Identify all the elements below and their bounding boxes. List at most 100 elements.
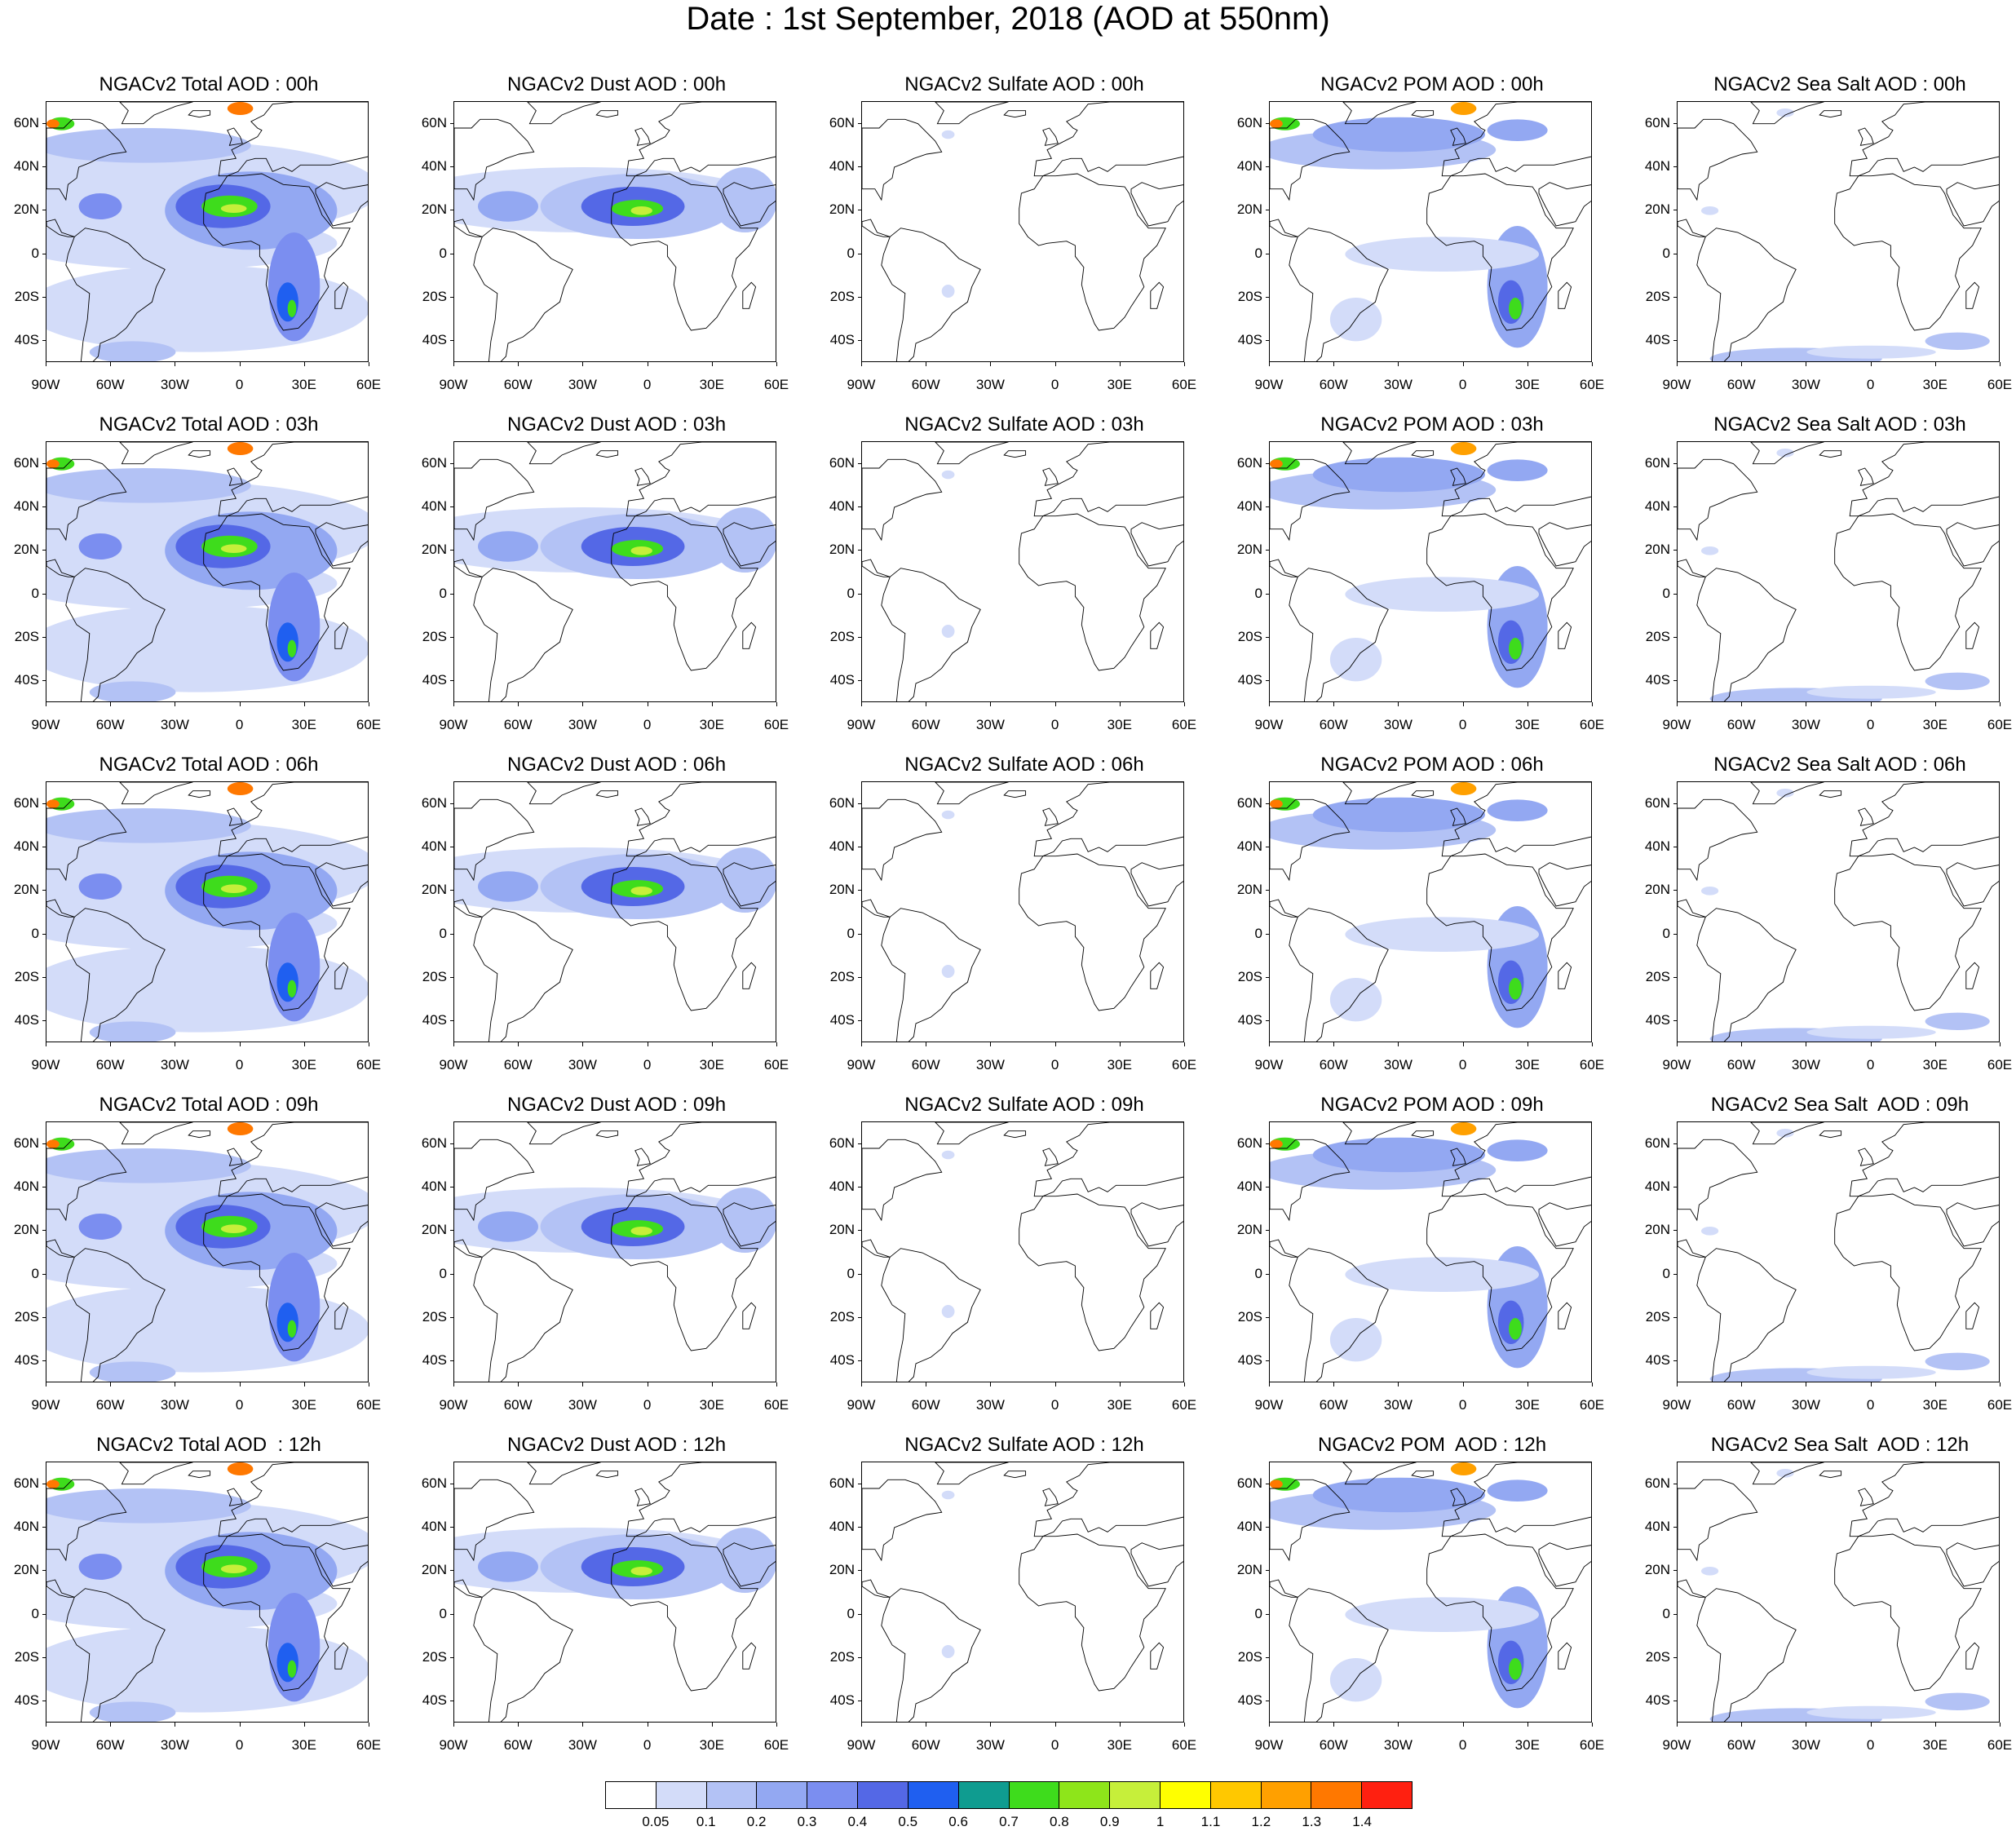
lat-tick — [42, 166, 46, 167]
lat-tick — [42, 890, 46, 891]
aod-contour-region — [1450, 1122, 1477, 1135]
lat-tick-label: 40S — [14, 672, 39, 688]
lat-tick-label: 40S — [829, 1012, 855, 1028]
coastline-centralAmerica — [862, 219, 891, 237]
coastline-europe — [1441, 442, 1591, 517]
lat-tick — [1266, 297, 1269, 298]
aod-contour-region — [78, 1214, 122, 1240]
lon-tick-label: 60W — [911, 717, 940, 732]
lat-tick-label: 20N — [1644, 542, 1670, 558]
lat-tick — [858, 1570, 861, 1572]
coastline-africa — [1426, 853, 1574, 1011]
aod-contour-region — [941, 965, 955, 978]
coastline-centralAmerica — [46, 559, 75, 577]
aod-contour-region — [46, 1479, 60, 1488]
lat-tick — [450, 1570, 453, 1572]
coastline-africa — [1019, 173, 1166, 331]
lon-tick-label: 30E — [1514, 1397, 1540, 1413]
lat-tick-label: 20S — [1645, 1649, 1670, 1665]
panel-title: NGACv2 Dust AOD : 12h — [506, 1434, 727, 1456]
lat-tick-label: 60N — [13, 1475, 39, 1491]
map-svg — [862, 102, 1183, 361]
lon-tick-label: 60W — [95, 1057, 125, 1073]
lon-tick-label: 60E — [1987, 1057, 2013, 1073]
lon-tick-label: 90W — [31, 717, 60, 732]
lat-tick — [1673, 933, 1677, 935]
coastline-northAmerica — [454, 1139, 535, 1222]
coastline-centralAmerica — [454, 219, 483, 237]
map-panel-total-0: NGACv2 Total AOD : 00h 60N 40N 20N 0 20S 40S 90… — [0, 73, 408, 408]
aerosol-field — [46, 1122, 368, 1382]
coastline-britain — [634, 1148, 651, 1166]
lon-tick-label: 30W — [1383, 1397, 1413, 1413]
lon-tick — [1741, 1382, 1743, 1387]
aod-contour-region — [1806, 345, 1936, 359]
aerosol-field — [46, 442, 368, 701]
aod-contour-region — [630, 1567, 652, 1576]
map-frame — [46, 1121, 369, 1382]
coastline-madagascar — [334, 1642, 349, 1670]
aod-contour-region — [78, 873, 122, 900]
lat-tick — [1266, 680, 1269, 682]
aod-contour-region — [220, 1224, 247, 1233]
lon-tick-label: 0 — [1458, 377, 1467, 392]
coastline-britain — [1450, 1148, 1466, 1166]
aerosol-field — [46, 782, 368, 1042]
coastline-britain — [634, 1488, 651, 1506]
lat-tick — [1673, 680, 1677, 682]
aod-contour-region — [941, 130, 955, 139]
aod-contour-region — [1776, 449, 1794, 458]
lon-tick — [1870, 1723, 1872, 1727]
coastline-greenland — [1342, 1122, 1417, 1145]
lon-tick-label: 60W — [95, 1397, 125, 1413]
panel-title: NGACv2 Total AOD : 03h — [99, 414, 319, 436]
coastline-northAmerica — [454, 118, 535, 201]
aod-contour-region — [46, 605, 368, 692]
lon-tick — [990, 1382, 992, 1387]
lat-tick-label: 60N — [829, 1134, 855, 1151]
lon-tick-label: 0 — [1866, 1057, 1875, 1073]
lon-tick-label: 90W — [31, 377, 60, 392]
lon-tick — [1527, 1382, 1528, 1387]
panel-title: NGACv2 Sea Salt AOD : 03h — [1713, 414, 1966, 436]
aod-contour-region — [1345, 577, 1539, 612]
coastline-arabia — [723, 522, 776, 567]
lat-tick — [450, 506, 453, 507]
lon-tick — [1184, 362, 1185, 366]
lat-tick-label: 20N — [1236, 1562, 1262, 1578]
lat-tick-label: 40N — [1644, 498, 1670, 514]
lat-tick — [42, 933, 46, 935]
coastline-britain — [227, 807, 243, 826]
aod-contour-region — [1925, 332, 1990, 350]
lon-tick — [1462, 362, 1464, 366]
coastline-arabia — [1538, 522, 1591, 567]
coastline-madagascar — [1558, 962, 1572, 989]
aod-contour-region — [287, 1320, 297, 1338]
lon-tick — [582, 362, 584, 366]
lat-tick-label: 0 — [1662, 245, 1670, 261]
coastline-southAmerica — [1289, 228, 1389, 361]
lon-tick — [110, 1042, 112, 1046]
map-svg — [1270, 102, 1591, 361]
lon-tick — [1119, 1042, 1121, 1046]
map-svg — [1678, 442, 1999, 701]
coastline-europe — [1849, 1462, 1999, 1537]
lat-tick-label: 40S — [14, 1352, 39, 1369]
panel-title: NGACv2 Dust AOD : 09h — [506, 1094, 727, 1116]
lon-tick-label: 30E — [291, 1057, 316, 1073]
lon-tick-label: 60W — [95, 377, 125, 392]
aod-contour-region — [89, 681, 176, 701]
lon-tick — [518, 1723, 519, 1727]
coastline-europe — [218, 1122, 368, 1197]
aod-contour-region — [46, 1139, 60, 1148]
aerosol-field — [941, 130, 955, 298]
lon-tick-label: 0 — [1050, 1737, 1059, 1753]
aod-contour-region — [941, 810, 955, 820]
lon-tick — [861, 362, 862, 366]
lat-tick-label: 40S — [1237, 1692, 1262, 1709]
lat-tick-label: 60N — [1236, 1475, 1262, 1491]
lat-tick-label: 20S — [14, 969, 39, 984]
panel-title: NGACv2 Total AOD : 06h — [99, 754, 319, 776]
lon-tick-label: 0 — [1458, 1737, 1467, 1753]
lon-tick — [1870, 1042, 1872, 1046]
